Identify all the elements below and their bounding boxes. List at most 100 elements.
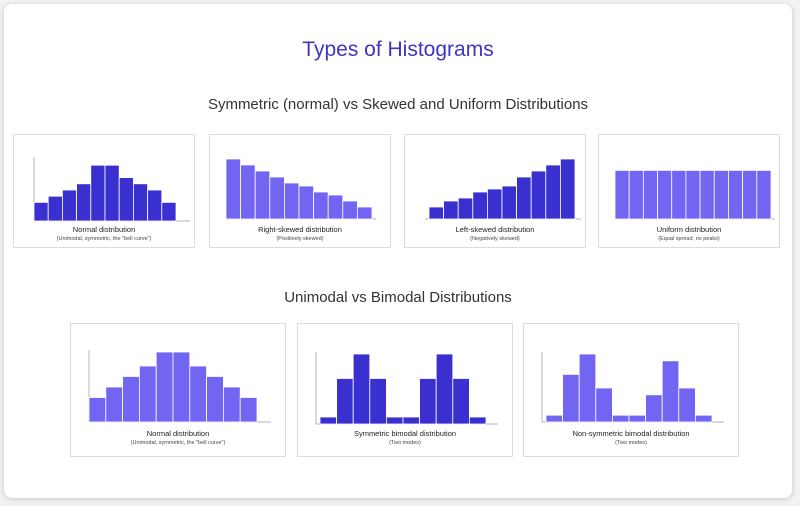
- histogram-bar: [254, 170, 271, 220]
- histogram-bar: [501, 185, 518, 220]
- histogram-title: Left-skewed distribution: [455, 225, 535, 234]
- histogram-subtitle: (Two modes): [615, 440, 647, 446]
- histogram-bar: [139, 365, 157, 423]
- histogram-bar: [161, 202, 177, 222]
- histogram-bar: [313, 191, 329, 220]
- histogram-bar: [628, 170, 644, 220]
- histogram-title: Uniform distribution: [656, 225, 722, 234]
- histogram-bar: [612, 414, 630, 423]
- histogram-bar: [530, 170, 547, 220]
- histogram-bar: [88, 397, 107, 423]
- histogram-bar: [742, 170, 758, 220]
- section-heading-skew: Symmetric (normal) vs Skewed and Uniform…: [207, 96, 589, 113]
- histogram-bar: [699, 170, 715, 220]
- histogram-bar: [206, 376, 224, 423]
- histogram-bar: [402, 416, 421, 425]
- histogram-bar: [657, 170, 673, 220]
- histogram-bar: [76, 183, 92, 222]
- histogram-uniform-plot: [614, 170, 775, 220]
- histogram-bar: [661, 360, 680, 423]
- histogram-bar: [562, 374, 580, 423]
- histogram-left-skewed-plot: [425, 158, 581, 220]
- histogram-bar: [645, 394, 663, 423]
- histogram-bar: [671, 170, 687, 220]
- histogram-bar: [240, 164, 256, 220]
- histogram-right-skewed-plot: [225, 158, 376, 220]
- histogram-subtitle: (Negatively skewed): [470, 236, 520, 242]
- histogram-bar: [369, 378, 387, 425]
- histogram-bar: [728, 170, 744, 220]
- histogram-bar: [327, 194, 344, 220]
- histogram-subtitle: (Two modes): [389, 440, 421, 446]
- histogram-bar: [516, 176, 532, 220]
- histogram-bar: [443, 200, 459, 220]
- histogram-card-right-skewed: Right-skewed distribution (Positively sk…: [209, 134, 391, 248]
- histogram-bar: [133, 183, 149, 222]
- histogram-bar: [713, 170, 729, 220]
- histogram-bar: [33, 202, 49, 222]
- histogram-bar: [239, 397, 258, 423]
- page-title: Types of Histograms: [302, 38, 494, 61]
- histogram-nonsymmetric-bimodal-plot: [541, 352, 724, 423]
- histogram-bar: [419, 378, 437, 425]
- histogram-bar: [468, 416, 487, 425]
- histogram-bar: [352, 353, 371, 425]
- histogram-title: Symmetric bimodal distribution: [353, 429, 457, 438]
- histogram-bar: [62, 189, 78, 222]
- histogram-bar: [356, 206, 373, 220]
- histogram-bar: [756, 170, 772, 220]
- histogram-subtitle: (Unimodal, symmetric, the "bell curve"): [56, 236, 152, 242]
- histogram-bar: [545, 164, 561, 220]
- histogram-bar: [147, 189, 163, 222]
- histogram-bar: [628, 414, 647, 423]
- histogram-bar: [342, 200, 358, 220]
- histogram-bar: [578, 353, 597, 423]
- histogram-bar: [269, 176, 285, 220]
- histogram-title: Right-skewed distribution: [258, 225, 342, 234]
- histogram-bar: [694, 414, 713, 423]
- histogram-card-symmetric-bimodal: Symmetric bimodal distribution (Two mode…: [297, 323, 513, 457]
- histogram-bar: [386, 416, 404, 425]
- histogram-bar: [105, 386, 123, 423]
- histogram-bar: [155, 351, 174, 423]
- histogram-bar: [104, 164, 120, 222]
- histogram-title: Normal distribution: [72, 225, 136, 234]
- histogram-bar: [435, 353, 454, 425]
- histogram-title: Normal distribution: [146, 429, 210, 438]
- histogram-bar: [452, 378, 470, 425]
- histogram-bar: [189, 365, 208, 423]
- histogram-card-nonsymmetric-bimodal: Non-symmetric bimodal distribution (Two …: [523, 323, 739, 457]
- histogram-bar: [118, 177, 134, 222]
- histogram-bar: [172, 351, 191, 423]
- histogram-subtitle: (Equal spread, no peaks): [658, 236, 720, 242]
- page-frame: Types of Histograms Symmetric (normal) v…: [4, 4, 792, 498]
- histogram-bar: [319, 416, 338, 425]
- histogram-title: Non-symmetric bimodal distribution: [572, 429, 690, 438]
- histogram-bar: [122, 376, 140, 423]
- histogram-bar: [545, 414, 564, 423]
- histogram-symmetric-bimodal-plot: [315, 352, 498, 425]
- histogram-bar: [47, 195, 63, 222]
- histogram-card-normal-2: Normal distribution (Unimodal, symmetric…: [70, 323, 286, 457]
- histogram-bar: [487, 188, 503, 220]
- histogram-bar: [642, 170, 658, 220]
- histogram-bar: [678, 387, 696, 423]
- histogram-card-normal: Normal distribution (Unimodal, symmetric…: [13, 134, 195, 248]
- histogram-bar: [225, 158, 242, 220]
- section-heading-modality: Unimodal vs Bimodal Distributions: [284, 289, 512, 306]
- histogram-subtitle: (Unimodal, symmetric, the "bell curve"): [130, 440, 226, 446]
- histogram-bar: [559, 158, 576, 220]
- histogram-card-uniform: Uniform distribution (Equal spread, no p…: [598, 134, 780, 248]
- histogram-normal-plot: [33, 157, 190, 222]
- histogram-bar: [614, 170, 630, 220]
- histogram-bar: [284, 182, 300, 220]
- histogram-subtitle: (Positively skewed): [276, 236, 324, 242]
- histogram-bar: [472, 191, 488, 220]
- histogram-bar: [298, 185, 315, 220]
- histogram-bar: [336, 378, 354, 425]
- histogram-bar: [222, 386, 241, 423]
- histogram-bar: [428, 206, 445, 220]
- histogram-normal-2-plot: [88, 350, 271, 423]
- histogram-bar: [90, 164, 106, 222]
- histogram-card-left-skewed: Left-skewed distribution (Negatively ske…: [404, 134, 586, 248]
